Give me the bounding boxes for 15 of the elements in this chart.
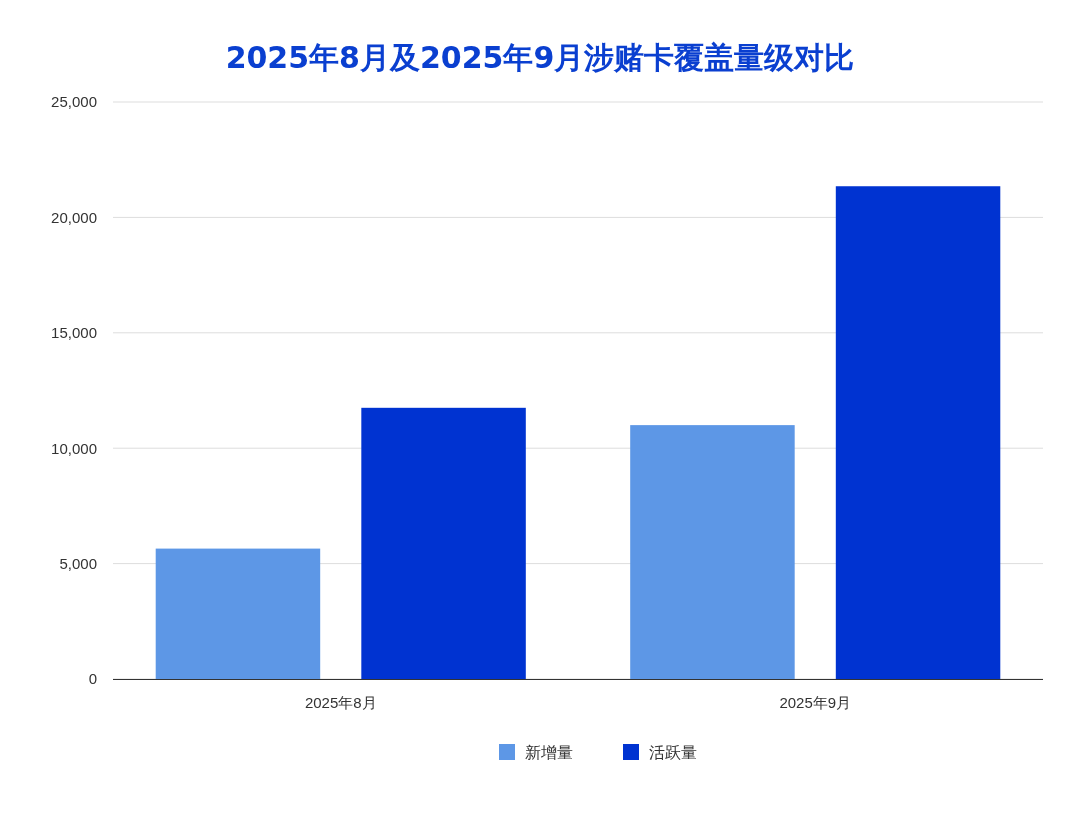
y-tick-label: 10,000 — [51, 439, 97, 457]
y-tick-label: 0 — [88, 670, 97, 688]
legend-label: 活跃量 — [649, 743, 697, 762]
y-tick-label: 5,000 — [59, 554, 97, 572]
y-tick-label: 25,000 — [51, 93, 97, 111]
chart-title: 2025年8月及2025年9月涉赌卡覆盖量级对比 — [225, 40, 855, 75]
bar — [155, 548, 321, 679]
legend-label: 新增量 — [525, 743, 573, 762]
bar — [835, 186, 1001, 679]
bar — [361, 407, 526, 679]
x-tick-label: 2025年8月 — [304, 693, 377, 711]
x-tick-label: 2025年9月 — [779, 693, 852, 711]
y-tick-label: 15,000 — [51, 324, 97, 342]
y-tick-label: 20,000 — [51, 208, 97, 226]
bar — [630, 425, 795, 679]
